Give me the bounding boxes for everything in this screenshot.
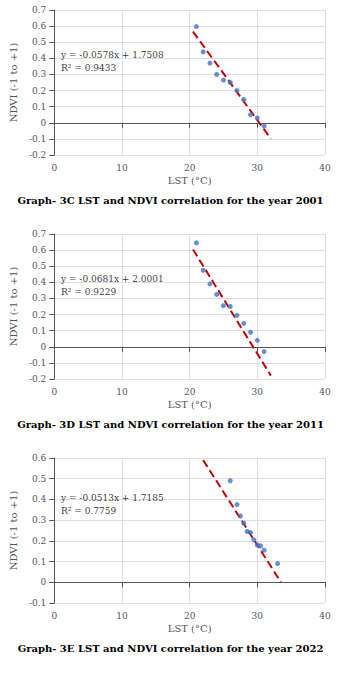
svg-text:-0.1: -0.1 — [29, 358, 46, 368]
svg-text:R² = 0.9433: R² = 0.9433 — [61, 63, 116, 73]
svg-text:0.1: 0.1 — [32, 326, 46, 336]
svg-text:LST (°C): LST (°C) — [168, 175, 212, 186]
svg-text:y = -0.0513x + 1.7185: y = -0.0513x + 1.7185 — [60, 493, 164, 503]
svg-text:0.4: 0.4 — [32, 53, 47, 63]
svg-text:0.6: 0.6 — [32, 245, 47, 255]
svg-text:-0.2: -0.2 — [29, 374, 46, 384]
svg-text:40: 40 — [319, 387, 331, 397]
svg-text:-0.1: -0.1 — [29, 598, 46, 608]
svg-text:40: 40 — [319, 611, 331, 621]
svg-text:0.1: 0.1 — [32, 102, 46, 112]
svg-text:R² = 0.7759: R² = 0.7759 — [61, 506, 116, 516]
svg-text:NDVI (-1 to +1): NDVI (-1 to +1) — [8, 43, 19, 123]
svg-text:0.3: 0.3 — [32, 293, 47, 303]
svg-text:0.2: 0.2 — [32, 86, 46, 96]
svg-text:y = -0.0578x + 1.7508: y = -0.0578x + 1.7508 — [60, 50, 164, 60]
svg-text:20: 20 — [184, 611, 196, 621]
svg-text:y = -0.0681x + 2.0001: y = -0.0681x + 2.0001 — [60, 274, 164, 284]
svg-text:0.4: 0.4 — [32, 277, 47, 287]
svg-text:0: 0 — [51, 611, 57, 621]
svg-text:30: 30 — [252, 611, 264, 621]
svg-text:0.5: 0.5 — [32, 261, 47, 271]
svg-text:Graph- 3D LST and NDVI correla: Graph- 3D LST and NDVI correlation for t… — [17, 419, 324, 430]
svg-text:0.5: 0.5 — [32, 474, 47, 484]
svg-text:0.4: 0.4 — [32, 494, 47, 504]
svg-text:30: 30 — [252, 387, 264, 397]
svg-text:LST (°C): LST (°C) — [168, 399, 212, 410]
svg-text:20: 20 — [184, 387, 196, 397]
svg-text:LST (°C): LST (°C) — [168, 623, 212, 634]
svg-text:0: 0 — [51, 163, 57, 173]
svg-text:0.2: 0.2 — [32, 310, 46, 320]
svg-text:Graph- 3E LST and NDVI correla: Graph- 3E LST and NDVI correlation for t… — [18, 643, 324, 654]
svg-text:20: 20 — [184, 163, 196, 173]
svg-text:0.3: 0.3 — [32, 515, 47, 525]
svg-text:0: 0 — [41, 118, 47, 128]
svg-text:0.3: 0.3 — [32, 69, 47, 79]
svg-text:NDVI (-1 to +1): NDVI (-1 to +1) — [8, 267, 19, 347]
svg-text:0.5: 0.5 — [32, 37, 47, 47]
svg-text:0.7: 0.7 — [32, 229, 47, 239]
svg-text:10: 10 — [116, 611, 128, 621]
svg-text:0: 0 — [41, 577, 47, 587]
svg-text:10: 10 — [116, 387, 128, 397]
svg-text:0.6: 0.6 — [32, 453, 47, 463]
svg-text:0: 0 — [41, 342, 47, 352]
svg-text:0.7: 0.7 — [32, 5, 47, 15]
svg-text:R² = 0.9229: R² = 0.9229 — [61, 287, 116, 297]
svg-text:30: 30 — [252, 163, 264, 173]
svg-text:Graph- 3C LST and NDVI correla: Graph- 3C LST and NDVI correlation for t… — [17, 195, 323, 206]
svg-text:-0.1: -0.1 — [29, 134, 46, 144]
svg-text:0.2: 0.2 — [32, 536, 46, 546]
svg-text:0: 0 — [51, 387, 57, 397]
svg-text:-0.2: -0.2 — [29, 150, 46, 160]
svg-text:40: 40 — [319, 163, 331, 173]
svg-text:10: 10 — [116, 163, 128, 173]
svg-text:0.6: 0.6 — [32, 21, 47, 31]
svg-text:0.1: 0.1 — [32, 557, 46, 567]
svg-text:NDVI (-1 to +1): NDVI (-1 to +1) — [8, 491, 19, 571]
